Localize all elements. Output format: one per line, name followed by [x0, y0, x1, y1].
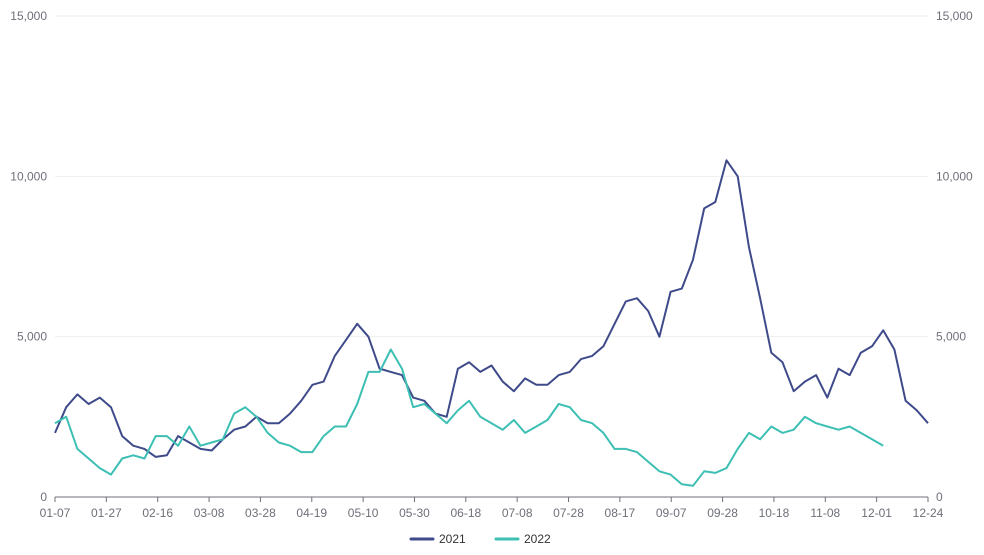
x-tick-label: 07-08: [502, 506, 533, 520]
legend-item-2021[interactable]: 2021: [409, 532, 466, 546]
legend-item-2022[interactable]: 2022: [494, 532, 551, 546]
legend-label: 2021: [439, 532, 466, 546]
x-tick-label: 06-18: [450, 506, 481, 520]
grid-lines: [55, 15, 928, 338]
x-tick-label: 12-01: [861, 506, 892, 520]
legend[interactable]: 2021 2022: [409, 532, 551, 546]
x-tick-label: 12-24: [913, 506, 944, 520]
legend-label: 2022: [524, 532, 551, 546]
x-tick-label: 01-07: [40, 506, 71, 520]
series-line-2021: [54, 159, 929, 458]
y-tick-label-left: 0: [40, 490, 47, 504]
x-tick-label: 09-28: [707, 506, 738, 520]
x-tick-label: 10-18: [759, 506, 790, 520]
x-tick-label: 01-27: [91, 506, 122, 520]
x-tick-label: 03-28: [245, 506, 276, 520]
x-tick-label: 09-07: [656, 506, 687, 520]
y-axis-right: 0 5,000 10,000 15,000: [936, 9, 973, 504]
y-tick-label-right: 0: [936, 490, 943, 504]
x-tick-label: 08-17: [605, 506, 636, 520]
y-tick-label-right: 10,000: [936, 169, 973, 183]
x-tick-label: 05-30: [399, 506, 430, 520]
y-tick-label-left: 10,000: [10, 169, 47, 183]
x-tick-label: 02-16: [142, 506, 173, 520]
series-line-2022: [54, 348, 884, 487]
x-tick-label: 03-08: [194, 506, 225, 520]
y-tick-label-left: 5,000: [17, 330, 47, 344]
x-axis: 01-07 01-27 02-16 03-08 03-28 04-19 05-10 05-30…: [40, 496, 944, 520]
x-tick-label: 04-19: [296, 506, 327, 520]
x-tick-label: 07-28: [553, 506, 584, 520]
y-axis-left: 0 5,000 10,000 15,000: [10, 9, 47, 504]
y-tick-label-right: 15,000: [936, 9, 973, 23]
y-tick-label-left: 15,000: [10, 9, 47, 23]
x-tick-label: 05-10: [348, 506, 379, 520]
x-tick-label: 11-08: [810, 506, 840, 520]
y-tick-label-right: 5,000: [936, 330, 966, 344]
series-lines: [54, 159, 929, 487]
